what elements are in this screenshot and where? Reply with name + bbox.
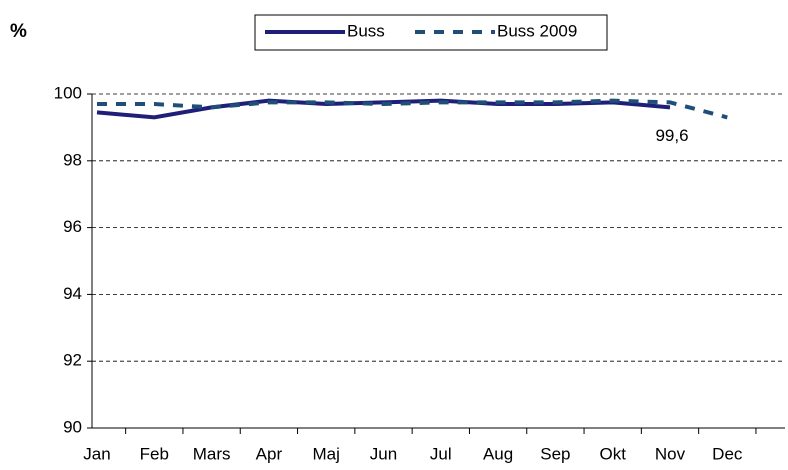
x-tick-label: Jun	[370, 444, 397, 463]
x-tick-label: Okt	[599, 444, 626, 463]
legend-label: Buss 2009	[497, 21, 577, 40]
x-tick-label: Jan	[83, 444, 110, 463]
data-label: 99,6	[655, 126, 688, 145]
x-tick-label: Maj	[312, 444, 339, 463]
x-tick-label: Apr	[256, 444, 283, 463]
x-tick-label: Feb	[140, 444, 169, 463]
x-tick-label: Nov	[655, 444, 686, 463]
x-tick-label: Aug	[483, 444, 513, 463]
x-tick-label: Jul	[430, 444, 452, 463]
x-tick-label: Dec	[712, 444, 743, 463]
y-tick-label: 94	[63, 284, 82, 303]
y-tick-label: 92	[63, 351, 82, 370]
y-tick-label: 98	[63, 150, 82, 169]
y-tick-label: 90	[63, 417, 82, 436]
x-tick-label: Mars	[193, 444, 231, 463]
legend-label: Buss	[347, 21, 385, 40]
y-tick-label: 100	[54, 83, 82, 102]
y-tick-label: 96	[63, 217, 82, 236]
y-axis-label: %	[10, 21, 27, 42]
x-tick-label: Sep	[540, 444, 570, 463]
